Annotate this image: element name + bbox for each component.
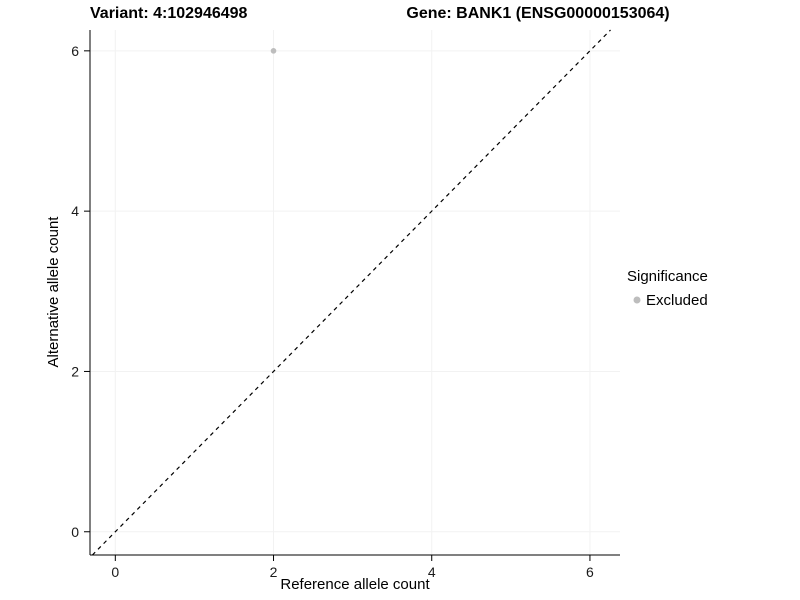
x-axis-title: Reference allele count (280, 576, 430, 593)
x-tick-label: 4 (428, 564, 436, 580)
y-axis-title: Alternative allele count (45, 216, 62, 368)
plot-title-variant: Variant: 4:102946498 (90, 5, 248, 22)
plot-title-gene: Gene: BANK1 (ENSG00000153064) (406, 5, 669, 22)
axes (89, 30, 620, 556)
y-tick-label: 4 (71, 203, 79, 219)
identity-dashed-line (91, 29, 611, 556)
data-point (270, 48, 277, 54)
axis-ticks: 0 2 4 6 0 2 4 6 (71, 43, 594, 580)
x-tick-label: 2 (270, 564, 278, 580)
y-tick-label: 0 (71, 524, 79, 540)
legend-entry-dot (633, 296, 641, 304)
legend-entry-label: Excluded (646, 292, 708, 309)
legend-entries: Excluded (633, 292, 708, 309)
y-tick-label: 6 (71, 43, 79, 59)
legend-title: Significance (627, 268, 708, 285)
x-tick-label: 6 (586, 564, 594, 580)
y-tick-label: 2 (71, 363, 79, 379)
data-points (270, 48, 277, 54)
x-tick-label: 0 (111, 564, 119, 580)
gridlines (90, 30, 620, 555)
reference-line (91, 29, 611, 556)
